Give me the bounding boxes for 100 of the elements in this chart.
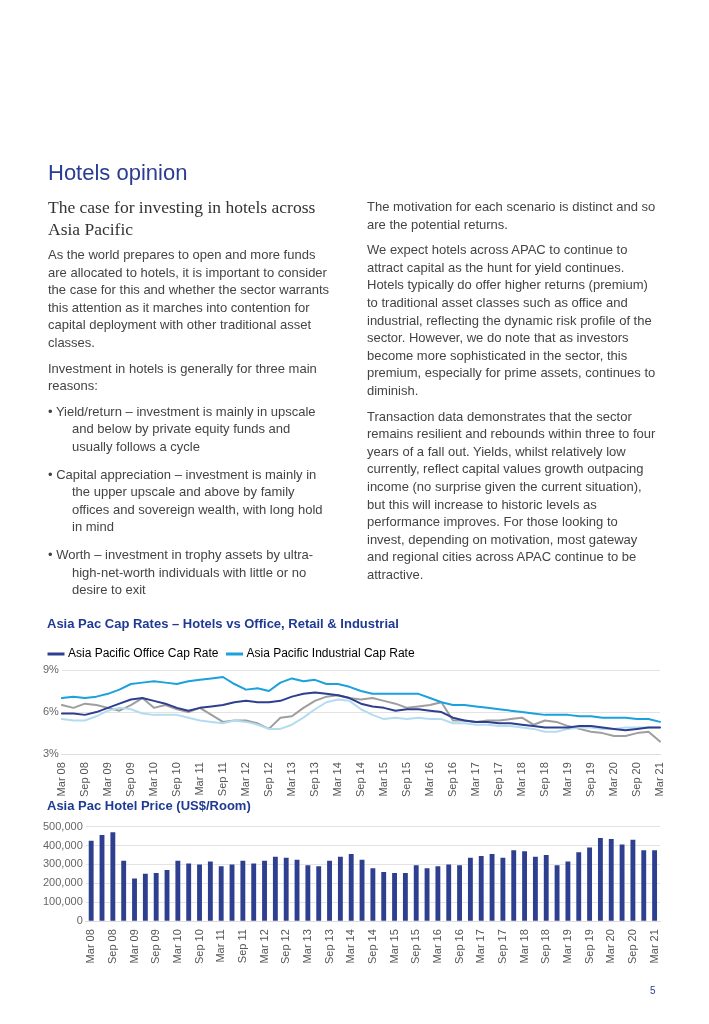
x-tick-label: Mar 13 <box>300 929 313 964</box>
x-tick-label: Mar 11 <box>192 762 205 796</box>
x-tick-label: Sep 20 <box>625 929 638 965</box>
x-tick-label: Sep 12 <box>261 762 274 798</box>
legend-label: Asia Pacific Industrial Cap Rate <box>246 646 415 661</box>
x-tick-label: Mar 19 <box>560 929 573 964</box>
x-tick-label: Mar 08 <box>84 929 97 964</box>
x-tick-label: Sep 11 <box>235 929 248 964</box>
x-tick-label: Mar 21 <box>647 929 660 964</box>
bar <box>132 878 137 921</box>
x-tick-label: Sep 11 <box>215 762 228 797</box>
bar <box>413 865 419 921</box>
bar <box>381 871 387 921</box>
bar <box>652 850 658 921</box>
bar <box>489 854 495 921</box>
x-tick-label: Sep 14 <box>353 762 366 798</box>
bar <box>608 838 614 921</box>
text: • Yield/return – investment is mainly in upscale and below by private equity funds and usually follows a cycle <box>48 402 317 456</box>
bar <box>316 866 322 921</box>
bar <box>110 832 116 921</box>
x-tick-label: Mar 09 <box>127 929 140 964</box>
x-tick-label: Sep 13 <box>322 929 335 965</box>
bar <box>597 837 603 921</box>
y-tick-label: 300,000 <box>43 857 83 870</box>
text: 5 <box>650 985 656 996</box>
bar <box>511 850 517 921</box>
bar <box>305 865 311 921</box>
x-tick-label: Mar 20 <box>604 929 617 964</box>
chart-title: Asia Pac Cap Rates – Hotels vs Office, Retail & Industrial <box>47 616 399 631</box>
y-tick-label: 200,000 <box>43 876 83 889</box>
text: • Capital appreciation – investment is mainly in the upper upscale and above by family offices and sovereign wealth, with long hold in mind <box>48 465 324 536</box>
x-tick-label: Mar 18 <box>517 929 530 964</box>
y-tick-label: 6% <box>42 705 60 718</box>
x-tick-label: Mar 17 <box>469 762 481 797</box>
x-tick-label: Mar 17 <box>474 929 487 964</box>
bar <box>262 860 267 921</box>
bar <box>251 863 257 921</box>
x-tick-label: Sep 10 <box>169 762 182 798</box>
text: The motivation for each scenario is distinct and so are the potential returns. <box>367 198 657 234</box>
x-tick-label: Mar 18 <box>515 762 528 797</box>
x-tick-label: Mar 14 <box>344 929 357 964</box>
bar <box>272 856 278 921</box>
x-tick-label: Sep 19 <box>584 762 597 798</box>
text: We expect hotels across APAC to continue to attract capital as the hunt for yield continues. Hotels typically do offer higher returns (premium) to traditional asset classes such as office and industrial, reflecting the dynamic risk profile of the sector. However, we do note that as investors become more sophisticated in the sector, this premium, especially for prime assets, continues to diminish. <box>367 242 656 398</box>
text: Investment in hotels is generally for three main reasons: <box>48 359 318 395</box>
bar <box>630 839 636 921</box>
x-tick-label: Sep 18 <box>539 929 552 965</box>
bar <box>197 864 202 921</box>
x-tick-label: Sep 09 <box>149 929 162 965</box>
bar <box>641 850 647 921</box>
y-tick-label: 500,000 <box>43 819 83 832</box>
bar <box>121 860 127 921</box>
x-tick-label: Mar 20 <box>607 762 620 797</box>
bar <box>543 854 549 921</box>
bar <box>207 861 213 921</box>
x-tick-label: Sep 14 <box>365 929 378 965</box>
x-tick-label: Mar 14 <box>330 762 343 797</box>
x-tick-label: Sep 17 <box>492 762 504 798</box>
x-tick-label: Mar 10 <box>146 762 159 797</box>
text: The case for investing in hotels across Asia Pacific <box>48 196 317 240</box>
x-tick-label: Mar 09 <box>100 762 113 797</box>
x-tick-label: Mar 15 <box>376 762 389 797</box>
text: • Worth – investment in trophy assets by ultra-high-net-worth individuals with little or no desire to exit <box>48 545 315 599</box>
x-tick-label: Mar 11 <box>214 929 227 963</box>
bar <box>446 864 452 921</box>
x-tick-label: Mar 16 <box>422 762 435 797</box>
x-tick-label: Sep 16 <box>446 762 458 798</box>
x-tick-label: Sep 10 <box>192 929 205 965</box>
y-tick-label: 400,000 <box>43 838 83 851</box>
x-tick-label: Mar 16 <box>430 929 443 964</box>
bar <box>435 866 441 921</box>
bar <box>467 857 473 921</box>
x-tick-label: Sep 12 <box>279 929 292 965</box>
bar <box>587 847 593 921</box>
y-tick-label: 9% <box>42 663 60 676</box>
x-tick-label: Mar 08 <box>54 762 67 797</box>
bar <box>532 856 538 921</box>
text: Hotels opinion <box>48 160 188 186</box>
text: Transaction data demonstrates that the sector remains resilient and rebounds within three to four years of a fall out. Yields, whilst relatively low currently, reflect capital values growth outpacing income (no surprise given the current situation), but this will increase to historic levels as performance improves. For those looking to invest, depending on motivation, most gateway and regional cities across APAC continue to be attractive. <box>367 408 656 582</box>
x-tick-label: Mar 10 <box>170 929 183 964</box>
x-tick-label: Mar 12 <box>257 929 270 964</box>
x-tick-label: Mar 21 <box>653 762 666 797</box>
bar <box>370 868 376 921</box>
x-tick-label: Mar 12 <box>238 762 251 797</box>
x-tick-label: Sep 09 <box>123 762 136 798</box>
x-tick-label: Sep 08 <box>105 929 118 965</box>
x-tick-label: Sep 15 <box>399 762 412 798</box>
bar <box>240 860 246 921</box>
bar <box>522 851 527 921</box>
y-tick-label: 100,000 <box>43 895 83 908</box>
x-tick-label: Mar 19 <box>561 762 574 797</box>
x-tick-label: Sep 18 <box>538 762 551 798</box>
x-tick-label: Sep 20 <box>630 762 643 798</box>
x-tick-label: Mar 15 <box>387 929 400 964</box>
x-tick-label: Mar 13 <box>284 762 297 797</box>
bar <box>565 861 571 921</box>
bar <box>327 860 332 921</box>
chart-title: Asia Pac Hotel Price (US$/Room) <box>47 798 251 813</box>
bar <box>576 852 582 921</box>
bar <box>348 854 354 921</box>
